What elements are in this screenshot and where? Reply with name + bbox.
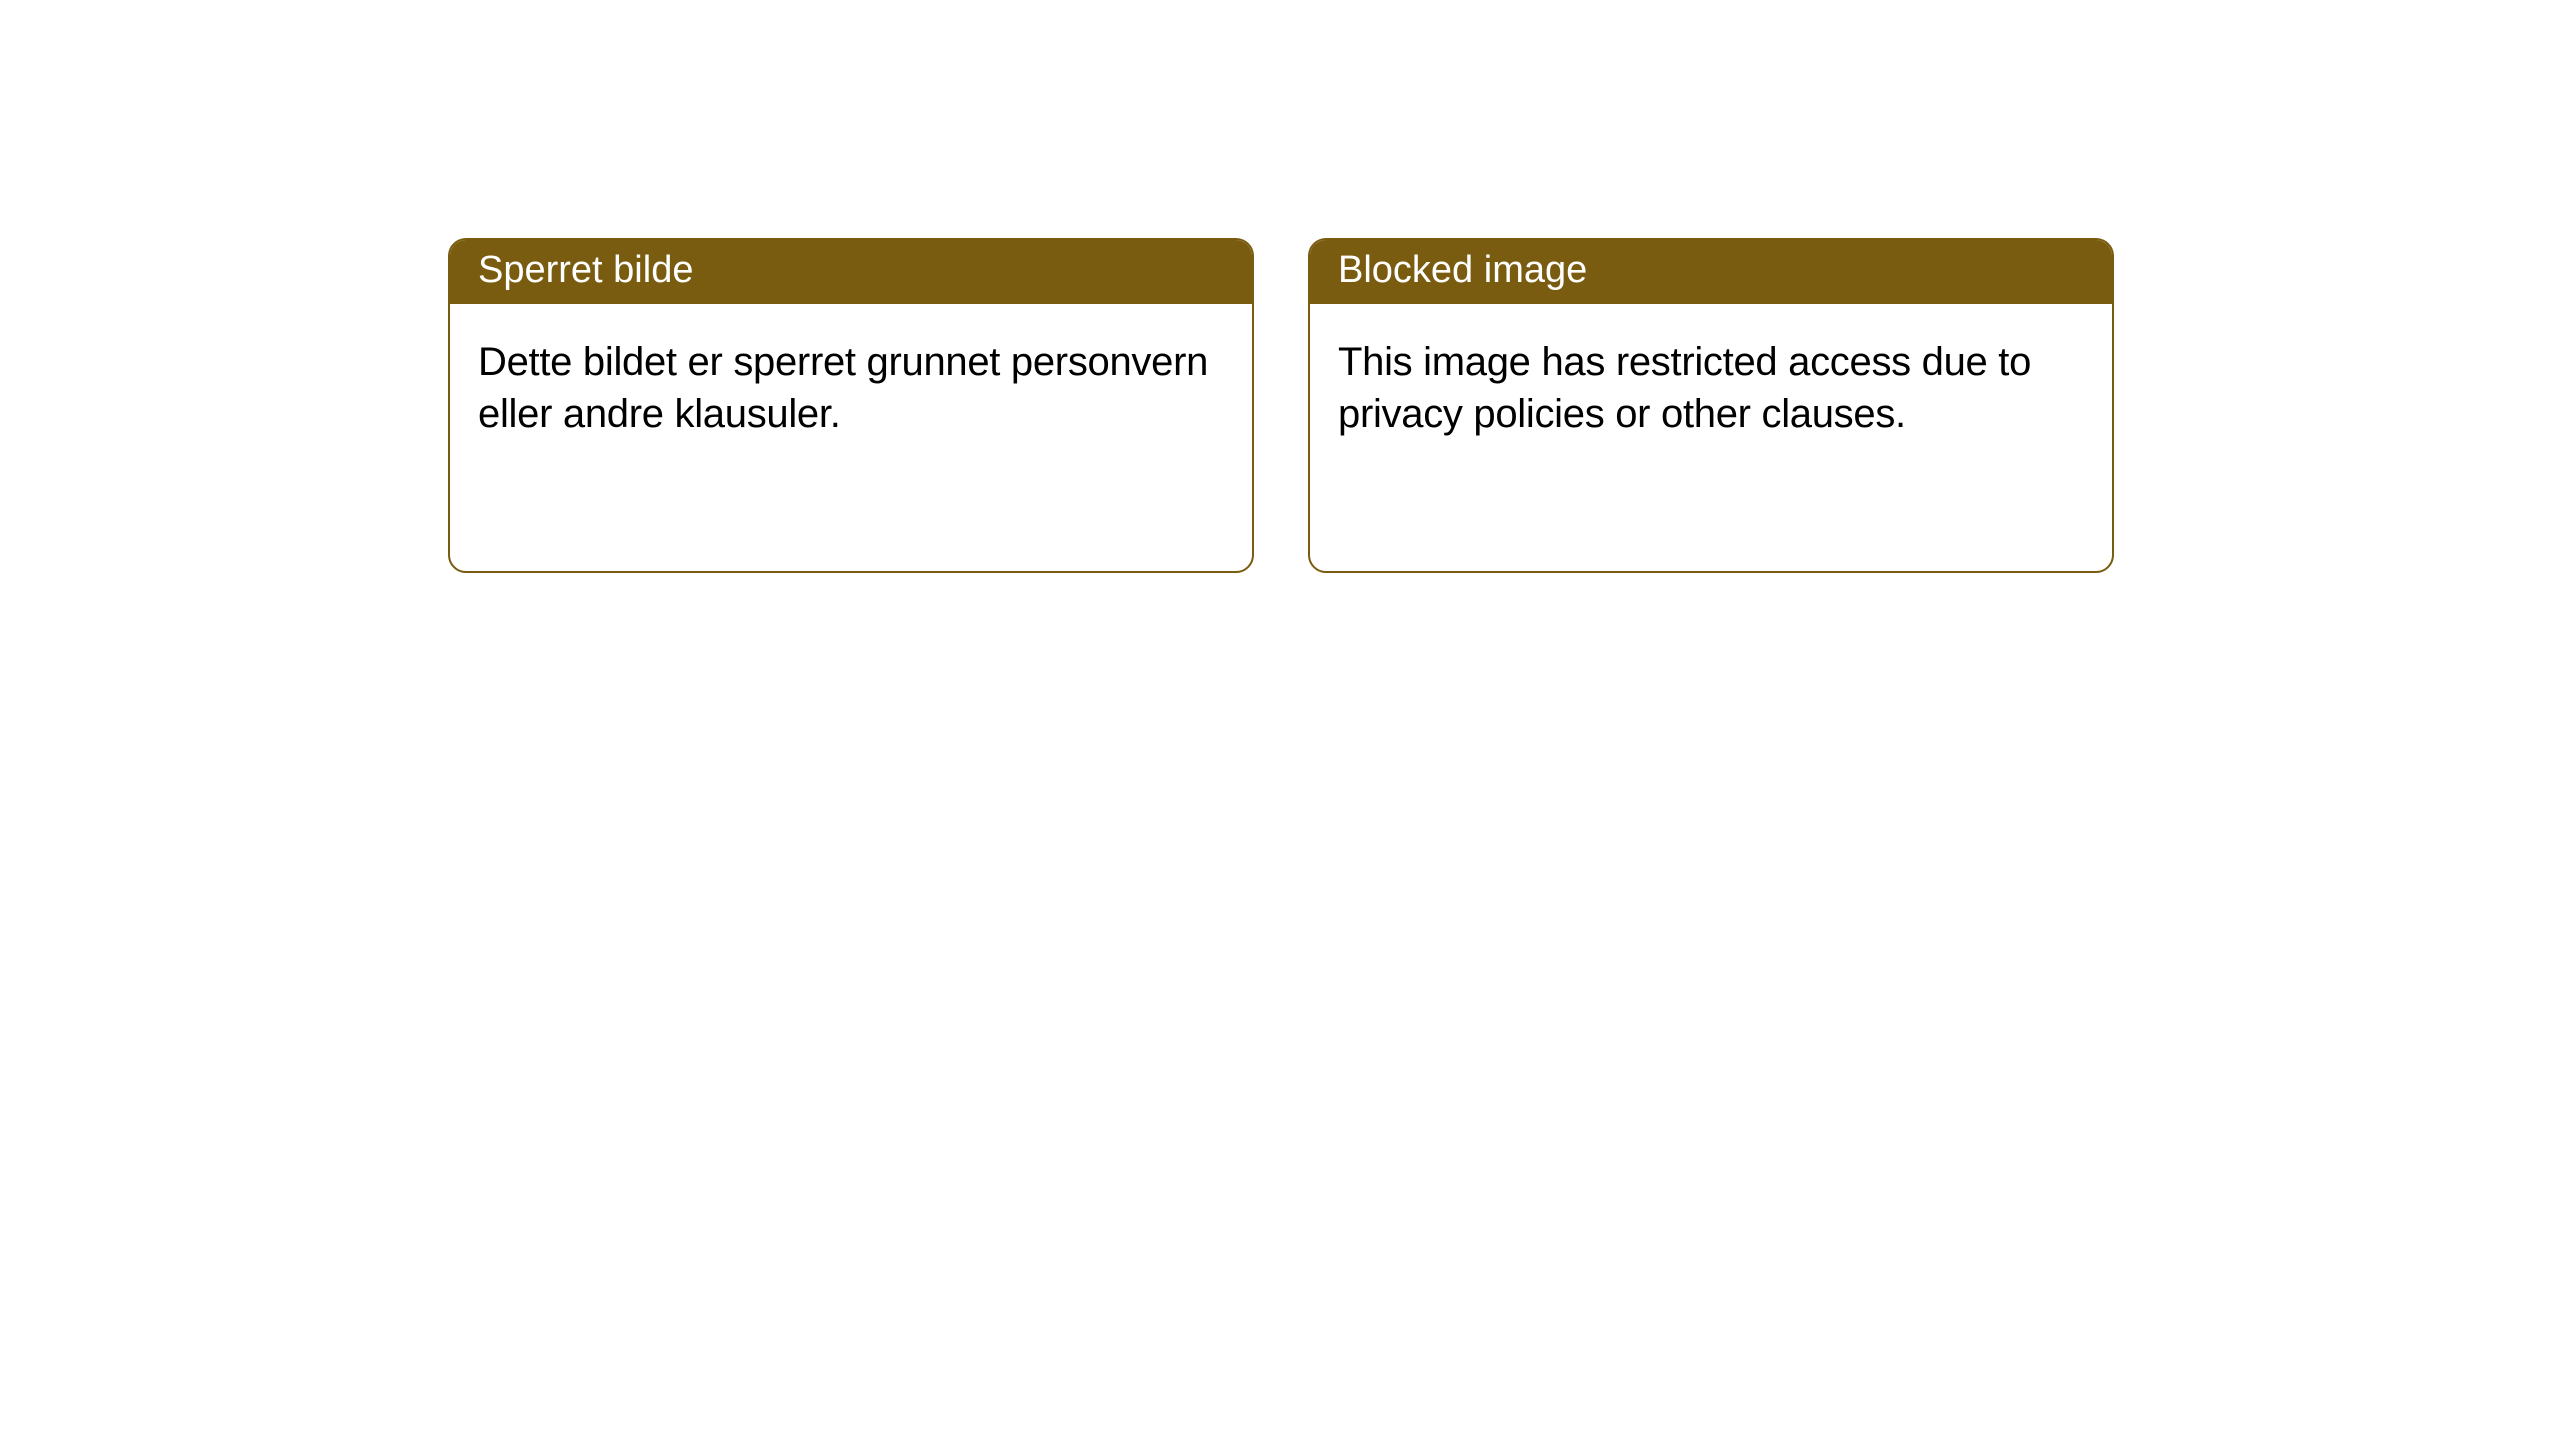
card-container: Sperret bilde Dette bildet er sperret gr… bbox=[0, 0, 2560, 573]
card-body: Dette bildet er sperret grunnet personve… bbox=[450, 304, 1252, 474]
blocked-image-card-no: Sperret bilde Dette bildet er sperret gr… bbox=[448, 238, 1254, 573]
card-body: This image has restricted access due to … bbox=[1310, 304, 2112, 474]
card-header: Blocked image bbox=[1310, 240, 2112, 304]
card-header: Sperret bilde bbox=[450, 240, 1252, 304]
blocked-image-card-en: Blocked image This image has restricted … bbox=[1308, 238, 2114, 573]
